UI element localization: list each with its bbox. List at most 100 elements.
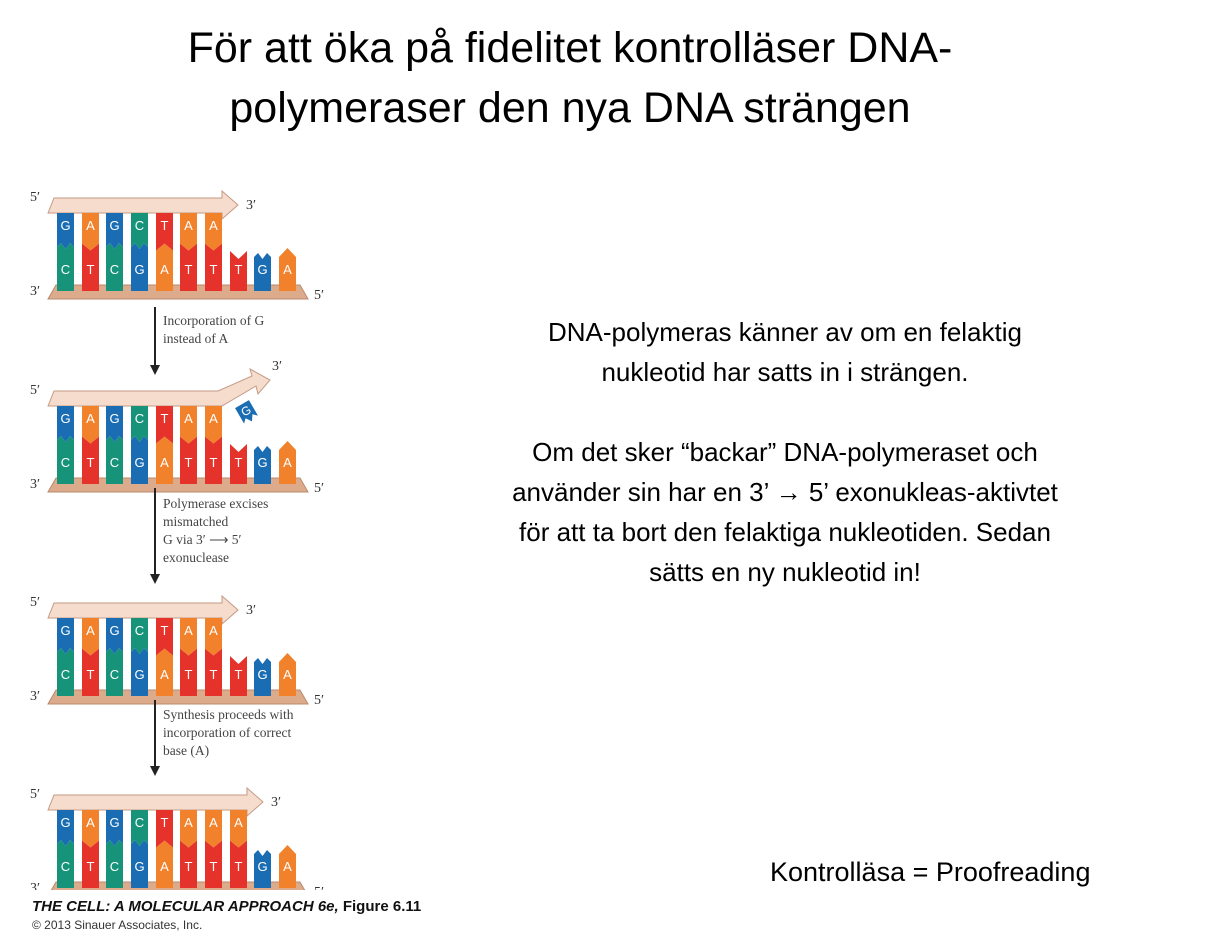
three-prime-label: 3′ [246,198,256,213]
base-letter: C [135,815,144,830]
base-letter: G [134,262,144,277]
five-prime-label: 5′ [314,288,324,303]
base-letter: T [210,455,218,470]
base-letter: C [110,859,119,874]
base-letter: T [185,859,193,874]
base-letter: A [283,262,292,277]
three-prime-label: 3′ [30,689,40,704]
base-A [156,648,173,696]
p2-line3: för att ta bort den felaktiga nukleotide… [519,517,1051,547]
base-T [156,618,173,656]
base-letter: A [283,859,292,874]
base-C [131,213,148,249]
base-G [254,850,271,888]
base-G [106,213,123,249]
base-T [156,213,173,251]
base-C [106,436,123,484]
base-letter: C [61,667,70,682]
base-T [230,251,247,291]
base-letter: G [134,667,144,682]
base-letter: A [234,815,243,830]
base-G [131,436,148,484]
base-letter: C [135,623,144,638]
caption-book: THE CELL: A MOLECULAR APPROACH 6e, [32,898,339,915]
new-strand-arrow [47,367,271,407]
step-arrowhead [150,365,160,375]
base-A [180,618,197,656]
base-letter: C [135,411,144,426]
base-letter: A [86,218,95,233]
base-G [254,658,271,696]
step-label-2: Polymerase excises mismatched G via 3′ ⟶… [163,496,269,565]
base-letter: G [134,455,144,470]
base-T [156,810,173,848]
base-letter: T [185,667,193,682]
base-T [82,436,99,484]
base-letter: A [86,411,95,426]
base-letter: T [235,859,243,874]
base-letter: T [161,623,169,638]
base-letter: A [184,623,193,638]
base-letter: G [257,455,267,470]
base-A [205,810,222,848]
base-letter: T [87,262,95,277]
base-letter: A [283,667,292,682]
base-letter: T [235,262,243,277]
base-T [180,648,197,696]
caption-figure-number: Figure 6.11 [338,898,422,915]
base-A [279,845,296,888]
p2-line2: använder sin har en 3’ → 5’ exonukleas-a… [512,477,1058,507]
base-letter: T [87,667,95,682]
base-T [156,406,173,444]
base-T [180,243,197,291]
base-letter: A [160,262,169,277]
base-A [156,243,173,291]
base-G [106,618,123,654]
base-letter: G [60,411,70,426]
three-prime-label: 3′ [272,359,282,374]
base-T [205,840,222,888]
base-G [254,253,271,291]
base-T [205,648,222,696]
p1-line1: DNA-polymeras känner av om en felaktig [548,317,1022,347]
base-letter: C [110,667,119,682]
base-C [106,243,123,291]
title-line-1: För att öka på fidelitet kontrolläser DN… [187,24,953,72]
base-A [205,406,222,444]
five-prime-label: 5′ [314,693,324,708]
three-prime-label: 3′ [271,795,281,810]
base-letter: G [60,623,70,638]
base-G [254,446,271,484]
base-A [180,810,197,848]
base-letter: T [210,262,218,277]
three-prime-label: 3′ [246,603,256,618]
three-prime-label: 3′ [30,881,40,890]
base-T [230,840,247,888]
base-letter: A [86,815,95,830]
base-letter: T [161,218,169,233]
base-A [156,436,173,484]
base-letter: G [109,218,119,233]
base-G [131,648,148,696]
base-G [57,213,74,249]
base-letter: T [235,455,243,470]
base-A [156,840,173,888]
three-prime-label: 3′ [30,284,40,299]
step-label-1: Incorporation of G instead of A [163,313,265,346]
base-A [82,406,99,444]
base-T [230,444,247,484]
base-C [131,810,148,846]
mismatched-base: G [235,400,258,424]
base-T [205,436,222,484]
base-letter: T [185,455,193,470]
base-letter: G [109,815,119,830]
five-prime-label: 5′ [30,595,40,610]
base-A [279,653,296,696]
base-T [180,436,197,484]
base-T [205,243,222,291]
base-letter: G [257,667,267,682]
